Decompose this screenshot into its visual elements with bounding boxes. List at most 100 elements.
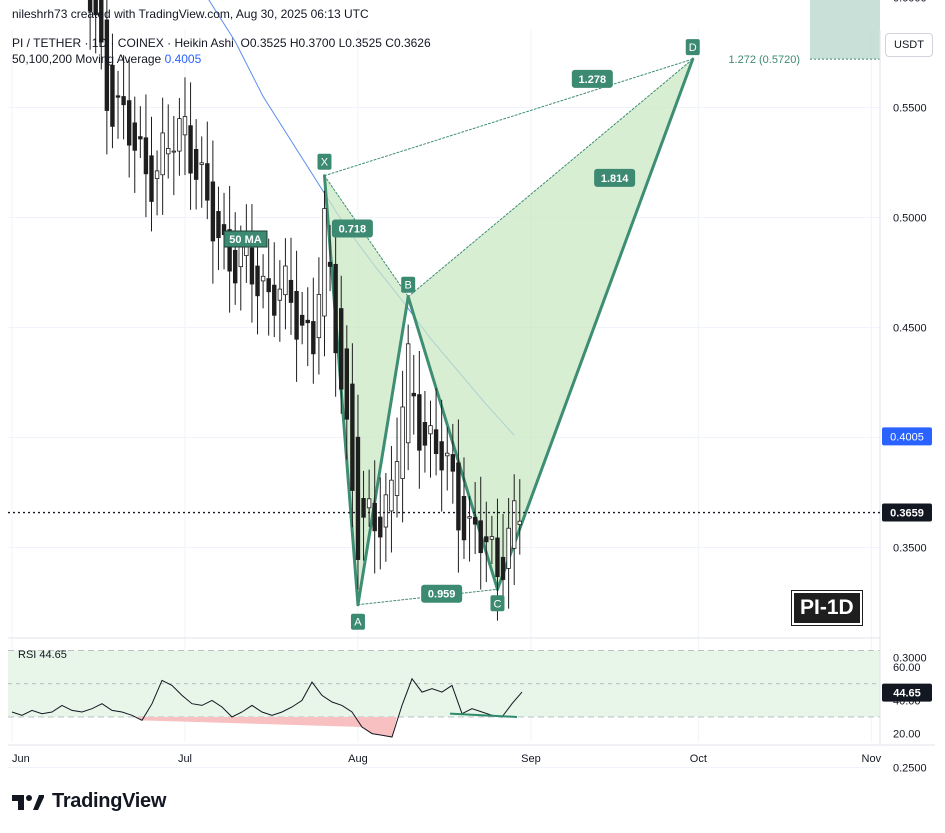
- candle-up: [316, 294, 322, 339]
- candle-down: [93, 0, 98, 16]
- candle-up: [517, 520, 522, 525]
- ma-legend-label: 50,100,200 Moving Average: [12, 52, 162, 66]
- tradingview-logo: TradingView: [12, 790, 166, 813]
- rsi-tick-label: 60.00: [893, 662, 921, 674]
- candle-up: [182, 116, 188, 136]
- candle-down: [138, 136, 143, 140]
- candle-up: [171, 150, 177, 153]
- candle-down: [456, 462, 461, 531]
- ma-legend-value: 0.4005: [164, 52, 202, 66]
- candle-down: [249, 247, 255, 285]
- ratio-label: 1.814: [601, 173, 629, 185]
- candle-down: [299, 314, 305, 326]
- candle-up: [177, 118, 182, 152]
- currency-unit-button[interactable]: USDT: [885, 33, 933, 57]
- candle-down: [422, 422, 428, 446]
- candle-down: [104, 19, 110, 111]
- candle-down: [344, 348, 349, 420]
- ratio-line-xd: [323, 58, 694, 177]
- candle-down: [378, 516, 383, 538]
- ratio-label-bg: [571, 69, 613, 88]
- candle-down: [87, 0, 93, 12]
- rsi-oversold-fill: [137, 717, 397, 737]
- point-label-bg: [685, 39, 700, 56]
- leg-cd: [495, 57, 695, 591]
- ma-price-tag-bg: [882, 427, 932, 446]
- price-tick-label: 0.5000: [893, 213, 927, 225]
- candle-up: [512, 500, 517, 549]
- ratio-label-bg: [421, 584, 463, 603]
- brand-name: TradingView: [52, 790, 167, 812]
- price-tick-label: 0.6000: [893, 0, 927, 5]
- candle-up: [322, 208, 327, 317]
- target-level-label: 1.272 (0.5720): [728, 54, 800, 66]
- time-tick-label: Jun: [12, 753, 30, 765]
- candle-down: [255, 265, 260, 297]
- current-price-tag: 0.3659: [890, 508, 924, 520]
- candle-down: [227, 229, 232, 272]
- rsi-title: RSI 44.65: [18, 649, 67, 661]
- target-zone-box: [810, 0, 880, 60]
- candle-down: [433, 429, 439, 454]
- symbol-info: PI / TETHER · 1D · COINEX · Heikin Ashi …: [12, 36, 431, 50]
- ma-label-box: [223, 230, 268, 248]
- candle-down: [205, 163, 210, 201]
- candle-down: [210, 181, 216, 242]
- candle-down: [110, 64, 115, 127]
- rsi-divergence-line: [449, 712, 518, 718]
- rsi-tick-label: 20.00: [893, 729, 921, 741]
- pattern-bcd-fill: [408, 59, 693, 590]
- time-tick-label: Aug: [348, 753, 368, 765]
- point-label-bg: [350, 613, 365, 630]
- candle-up: [389, 479, 394, 512]
- candle-down: [461, 496, 467, 541]
- pattern-xab-fill: [324, 175, 409, 605]
- attribution: nileshrh73 created with TradingView.com,…: [12, 7, 369, 21]
- candle-down: [417, 394, 422, 451]
- candle-down: [121, 96, 126, 106]
- target-zone: 1.618 (0.6395)1.272 (0.5720): [728, 0, 880, 66]
- candle-down: [478, 520, 483, 554]
- rsi-value-tag-bg: [882, 683, 932, 702]
- candle-down: [339, 308, 344, 390]
- candles: [87, 0, 522, 621]
- candle-down: [439, 441, 444, 471]
- candle-down: [143, 137, 149, 175]
- axes: 0.70000.65000.60000.55000.50000.45000.40…: [8, 0, 935, 775]
- price-tick-label: 0.5500: [893, 103, 927, 115]
- ratio-label-bg: [331, 219, 373, 238]
- ratio-label: 0.718: [339, 224, 367, 236]
- candle-down: [99, 0, 104, 43]
- candle-up: [489, 536, 495, 540]
- ratio-label: 1.278: [579, 74, 607, 86]
- ratio-line-bd: [407, 58, 694, 298]
- candle-down: [193, 148, 199, 180]
- candle-up: [383, 494, 389, 528]
- point-label-X: X: [321, 157, 329, 169]
- ma-legend: 50,100,200 Moving Average 0.4005: [12, 52, 201, 66]
- point-label-bg: [401, 276, 416, 293]
- candle-down: [311, 321, 316, 355]
- rsi-value-tag: 44.65: [893, 688, 921, 700]
- candle-up: [405, 343, 411, 444]
- candle-down: [272, 284, 277, 316]
- time-tick-label: Oct: [690, 753, 707, 765]
- candle-down: [232, 249, 238, 284]
- candle-down: [472, 516, 478, 525]
- candle-down: [372, 502, 377, 532]
- candle-up: [400, 406, 405, 479]
- point-label-D: D: [689, 42, 697, 54]
- candle-up: [199, 162, 204, 165]
- ratio-label: 0.959: [428, 589, 456, 601]
- point-label-bg: [490, 595, 505, 612]
- ma-label-text: 50 MA: [229, 234, 261, 246]
- ma-price-tag: 0.4005: [890, 431, 924, 443]
- candle-down: [361, 498, 366, 518]
- price-tick-label: 0.4500: [893, 323, 927, 335]
- current-price-tag-bg: [882, 503, 932, 522]
- price-tick-label: 0.2500: [893, 763, 927, 775]
- candle-up: [467, 516, 472, 519]
- time-tick-label: Sep: [521, 753, 541, 765]
